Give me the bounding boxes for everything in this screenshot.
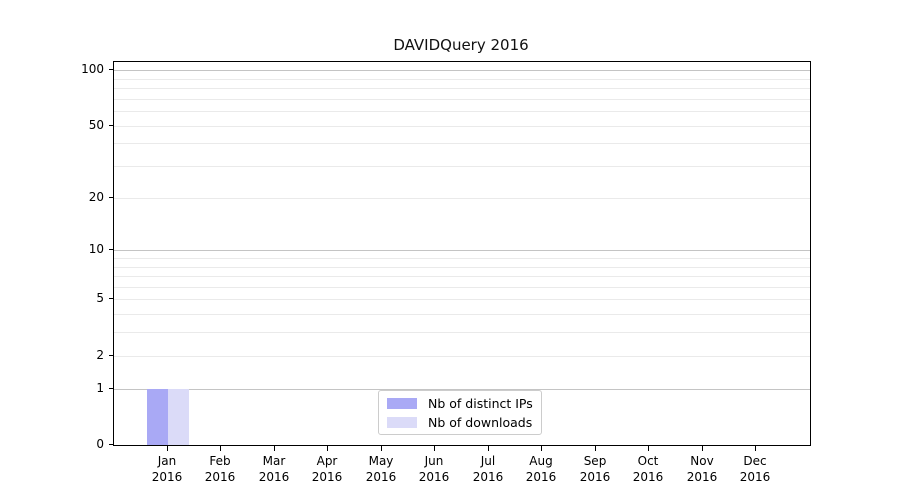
- x-tick-label: Apr 2016: [311, 454, 343, 484]
- x-tick: [220, 446, 221, 451]
- x-tick-label: Feb 2016: [204, 454, 236, 484]
- x-tick: [541, 446, 542, 451]
- minor-gridline: [114, 88, 810, 89]
- x-tick-label: Oct 2016: [632, 454, 664, 484]
- minor-gridline: [114, 267, 810, 268]
- y-tick: [109, 69, 113, 70]
- x-tick-label: Sep 2016: [579, 454, 611, 484]
- y-tick-label: 1: [96, 381, 104, 395]
- legend-item: Nb of downloads: [387, 416, 533, 429]
- y-tick: [109, 388, 113, 389]
- x-tick-label: Jan 2016: [151, 454, 183, 484]
- minor-gridline: [114, 314, 810, 315]
- minor-gridline: [114, 198, 810, 199]
- minor-gridline: [114, 79, 810, 80]
- minor-gridline: [114, 111, 810, 112]
- bar-downloads: [168, 389, 189, 445]
- legend-swatch-icon: [387, 416, 417, 428]
- legend-label: Nb of distinct IPs: [428, 395, 533, 411]
- x-tick-label: Dec 2016: [739, 454, 771, 484]
- x-tick-label: Aug 2016: [525, 454, 557, 484]
- plot-area: Nb of distinct IPs Nb of downloads: [113, 61, 811, 446]
- bar-distinct-ips: [147, 389, 168, 445]
- y-tick-label: 50: [88, 118, 104, 132]
- y-tick-label: 2: [96, 348, 104, 362]
- legend: Nb of distinct IPs Nb of downloads: [378, 390, 542, 435]
- major-gridline: [114, 250, 810, 251]
- minor-gridline: [114, 166, 810, 167]
- major-gridline: [114, 389, 810, 390]
- x-tick: [167, 446, 168, 451]
- x-tick: [755, 446, 756, 451]
- x-tick: [274, 446, 275, 451]
- minor-gridline: [114, 258, 810, 259]
- chart-title: DAVIDQuery 2016: [393, 36, 529, 54]
- x-tick: [434, 446, 435, 451]
- x-tick: [648, 446, 649, 451]
- x-tick-label: Mar 2016: [258, 454, 290, 484]
- minor-gridline: [114, 356, 810, 357]
- minor-gridline: [114, 299, 810, 300]
- y-tick-label: 5: [96, 291, 104, 305]
- x-tick-label: Nov 2016: [686, 454, 718, 484]
- y-tick: [109, 125, 113, 126]
- legend-swatch-icon: [387, 397, 417, 409]
- legend-item: Nb of distinct IPs: [387, 397, 533, 410]
- x-tick: [381, 446, 382, 451]
- y-tick: [109, 249, 113, 250]
- x-tick: [595, 446, 596, 451]
- x-tick-label: May 2016: [365, 454, 397, 484]
- y-tick: [109, 298, 113, 299]
- y-tick-label: 10: [88, 242, 104, 256]
- y-tick: [109, 197, 113, 198]
- x-tick: [488, 446, 489, 451]
- minor-gridline: [114, 276, 810, 277]
- minor-gridline: [114, 99, 810, 100]
- x-tick-label: Jun 2016: [418, 454, 450, 484]
- minor-gridline: [114, 332, 810, 333]
- y-tick-label: 20: [88, 190, 104, 204]
- y-tick-label: 0: [96, 437, 104, 451]
- y-tick: [109, 444, 113, 445]
- minor-gridline: [114, 287, 810, 288]
- y-tick: [109, 355, 113, 356]
- x-tick: [327, 446, 328, 451]
- x-tick: [702, 446, 703, 451]
- x-tick-label: Jul 2016: [472, 454, 504, 484]
- y-tick-label: 100: [81, 62, 104, 76]
- major-gridline: [114, 70, 810, 71]
- minor-gridline: [114, 126, 810, 127]
- legend-label: Nb of downloads: [428, 414, 533, 430]
- minor-gridline: [114, 143, 810, 144]
